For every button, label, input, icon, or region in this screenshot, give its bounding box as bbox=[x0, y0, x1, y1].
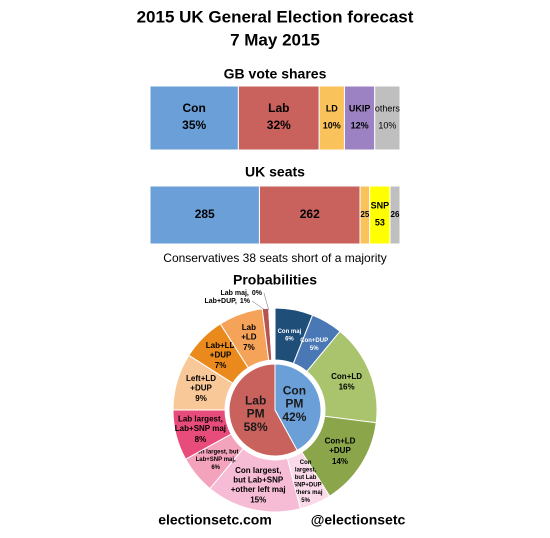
segment-value: 9% bbox=[195, 394, 207, 403]
legend-label: UKIP bbox=[349, 103, 371, 113]
text-line: Con bbox=[283, 384, 306, 398]
text-line: Lab bbox=[242, 323, 256, 332]
segment-name: Lab maj, bbox=[220, 290, 248, 297]
donut-segment bbox=[261, 307, 273, 361]
text-line: PM bbox=[247, 407, 265, 421]
pie-slice bbox=[228, 363, 298, 457]
segment-label: Con largest, but Lab+SNP maj, bbox=[193, 449, 239, 463]
legend-label: SNP bbox=[371, 200, 390, 210]
bar-segment bbox=[149, 185, 260, 245]
text-line: +others maj bbox=[289, 490, 323, 496]
text-line: Con largest, but bbox=[193, 449, 239, 455]
text-line: Lab bbox=[245, 394, 266, 408]
slice-label: Lab PM bbox=[245, 394, 266, 421]
segment-value: 5% bbox=[310, 346, 319, 352]
text-line: largest, bbox=[295, 467, 317, 473]
slice-value: 42% bbox=[282, 410, 306, 424]
segment-name: Lab+DUP, bbox=[205, 298, 237, 305]
text-line: Left+LD bbox=[186, 374, 216, 383]
bar-segment bbox=[149, 85, 239, 151]
section-title: UK seats bbox=[245, 164, 305, 180]
legend-label: others bbox=[375, 103, 401, 113]
segment-label: Lab maj, 0% bbox=[220, 290, 262, 297]
bar-segment bbox=[389, 185, 401, 245]
segment-value: 7% bbox=[243, 343, 255, 352]
text-line: Con largest, bbox=[235, 466, 281, 475]
data-label: 10% bbox=[323, 120, 341, 130]
data-label: 12% bbox=[351, 120, 369, 130]
leader-line bbox=[263, 292, 269, 311]
data-label: 285 bbox=[195, 207, 215, 221]
page-subtitle: 7 May 2015 bbox=[230, 30, 320, 49]
leader-line bbox=[251, 300, 266, 311]
text-line: Lab+SNP maj bbox=[175, 424, 226, 433]
bar-segment bbox=[369, 185, 391, 245]
segment-value: 14% bbox=[332, 457, 348, 466]
text-line: +SNP+DUP bbox=[290, 482, 322, 488]
segment-label: Lab+DUP, 1% bbox=[205, 298, 251, 305]
footer-text: electionsetc.com bbox=[158, 512, 272, 528]
segment-label: Con+LD +DUP bbox=[325, 437, 356, 456]
footer-text: @electionsetc bbox=[311, 512, 406, 528]
bar-segment bbox=[237, 85, 320, 151]
text-line: but Lab bbox=[295, 475, 317, 481]
data-label: 262 bbox=[300, 207, 320, 221]
segment-label: Con+DUP bbox=[300, 338, 328, 344]
data-label: 53 bbox=[375, 217, 385, 227]
segment-label: Con largest, but Lab +SNP+DUP +others maj bbox=[289, 460, 323, 496]
segment-value: 15% bbox=[250, 496, 266, 505]
slice-value: 58% bbox=[244, 420, 268, 434]
segment-value: 16% bbox=[339, 383, 355, 392]
data-label: 25 bbox=[360, 210, 369, 219]
data-label: 35% bbox=[182, 118, 206, 132]
bar-segment bbox=[343, 85, 376, 151]
text-line: +DUP bbox=[210, 351, 232, 360]
segment-label: Lab largest, Lab+SNP maj bbox=[175, 415, 226, 434]
bar-segment bbox=[258, 185, 361, 245]
section-title: Probabilities bbox=[233, 272, 317, 288]
segment-label: Con maj bbox=[278, 328, 302, 334]
bar-segment bbox=[374, 85, 401, 151]
section-title: GB vote shares bbox=[224, 66, 327, 82]
data-label: 26 bbox=[391, 210, 400, 219]
text-line: +DUP bbox=[329, 446, 351, 455]
bar-segment bbox=[318, 85, 345, 151]
segment-value: 6% bbox=[285, 337, 294, 343]
text-line: Lab+LD bbox=[206, 341, 236, 350]
data-label: 10% bbox=[378, 120, 396, 130]
annotation: Conservatives 38 seats short of a majori… bbox=[163, 251, 386, 265]
text-line: but Lab+SNP bbox=[233, 475, 284, 484]
segment-label: Lab +LD bbox=[241, 323, 257, 342]
data-label: 32% bbox=[267, 118, 291, 132]
segment-value: 7% bbox=[215, 361, 227, 370]
legend-label: LD bbox=[326, 103, 338, 113]
segment-value: 0% bbox=[252, 290, 263, 297]
pie-slice bbox=[274, 363, 322, 451]
segment-value: 8% bbox=[195, 435, 207, 444]
text-line: Con+LD bbox=[325, 437, 356, 446]
text-line: Lab largest, bbox=[178, 415, 223, 424]
segment-label: Left+LD +DUP bbox=[186, 374, 216, 393]
text-line: Con bbox=[300, 460, 312, 466]
segment-value: 5% bbox=[301, 498, 310, 504]
text-line: +other left maj bbox=[231, 485, 286, 494]
segment-value: 6% bbox=[211, 465, 220, 471]
text-line: Lab+SNP maj, bbox=[196, 457, 236, 463]
text-line: Con maj bbox=[278, 328, 302, 334]
segment-value: 1% bbox=[240, 298, 251, 305]
page-title: 2015 UK General Election forecast bbox=[137, 7, 414, 26]
text-line: +LD bbox=[241, 333, 257, 342]
slice-label: Con PM bbox=[283, 384, 306, 411]
text-line: Con+DUP bbox=[300, 338, 328, 344]
legend-label: Lab bbox=[268, 101, 289, 115]
segment-label: Lab+LD +DUP bbox=[206, 341, 236, 360]
text-line: PM bbox=[285, 397, 303, 411]
segment-label: Con+LD bbox=[331, 372, 362, 381]
legend-label: Con bbox=[183, 101, 206, 115]
text-line: Con+LD bbox=[331, 372, 362, 381]
segment-label: Con largest, but Lab+SNP +other left maj bbox=[231, 466, 286, 494]
text-line: +DUP bbox=[190, 384, 212, 393]
